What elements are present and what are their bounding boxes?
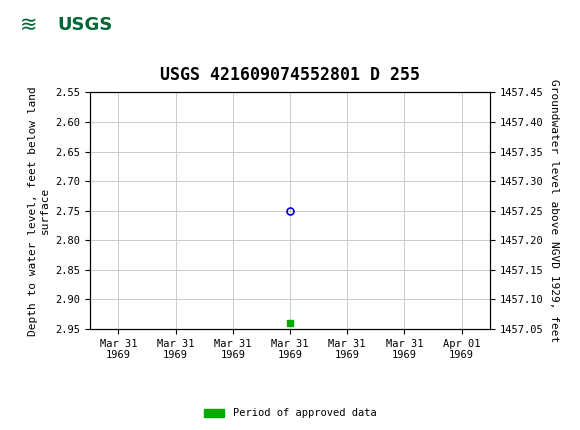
Y-axis label: Depth to water level, feet below land
surface: Depth to water level, feet below land su…	[28, 86, 50, 335]
Legend: Period of approved data: Period of approved data	[200, 404, 380, 423]
Bar	[6, 3, 133, 47]
Text: ≋: ≋	[20, 15, 38, 35]
Text: USGS: USGS	[57, 16, 113, 34]
Y-axis label: Groundwater level above NGVD 1929, feet: Groundwater level above NGVD 1929, feet	[549, 79, 559, 342]
Text: USGS 421609074552801 D 255: USGS 421609074552801 D 255	[160, 66, 420, 84]
